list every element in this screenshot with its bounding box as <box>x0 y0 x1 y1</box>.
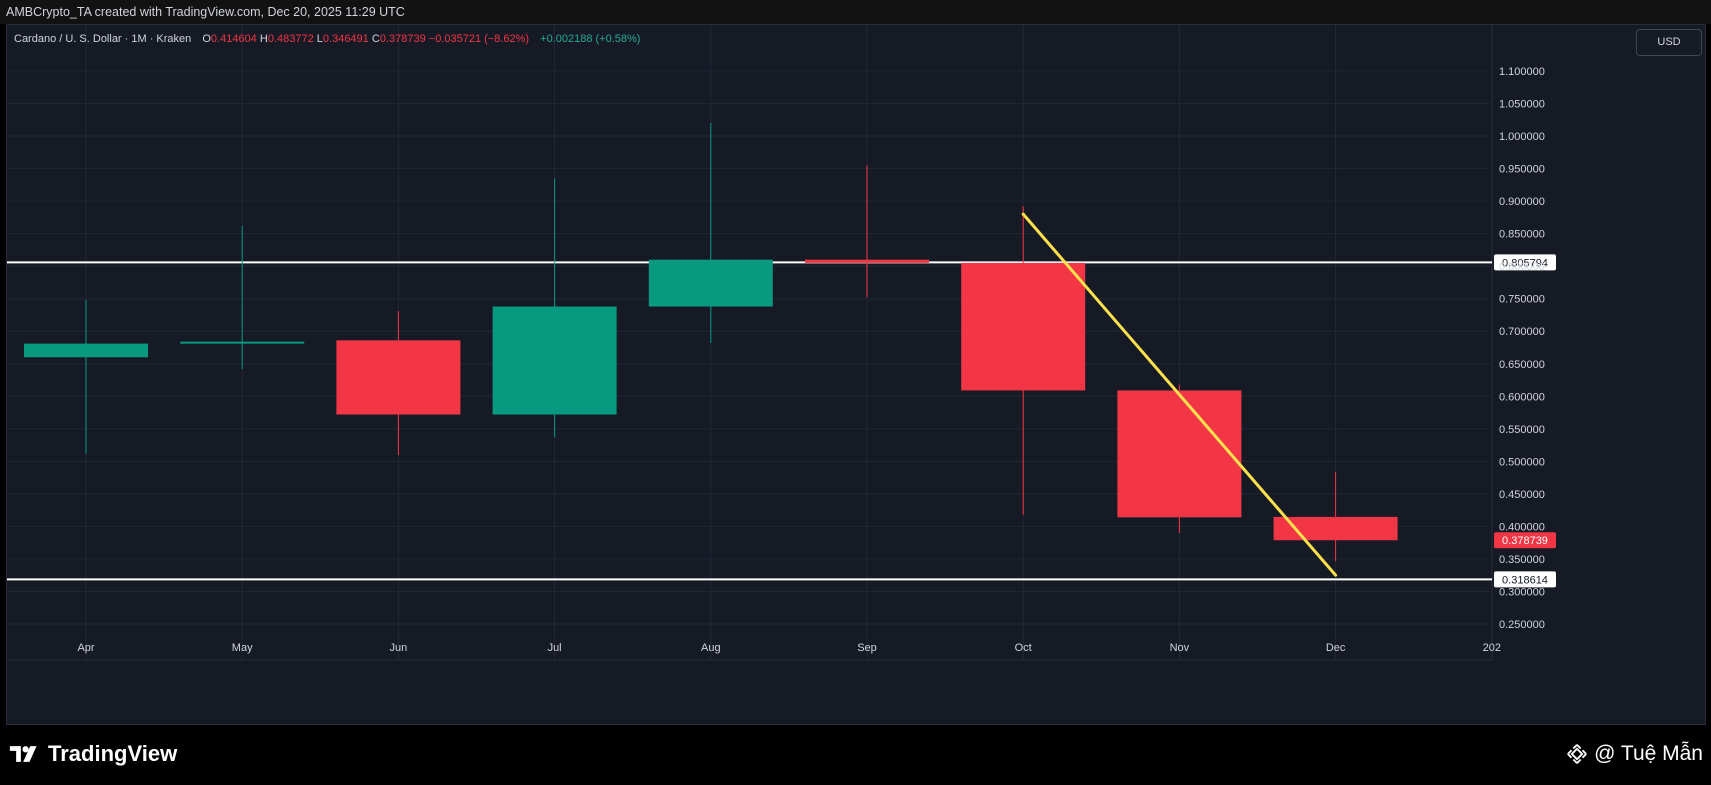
x-tick-label: May <box>232 642 253 654</box>
y-tick-label: 1.100000 <box>1499 66 1545 78</box>
high-value: 0.483772 <box>267 33 314 45</box>
y-tick-label: 0.350000 <box>1499 554 1545 566</box>
candle-body <box>961 262 1086 391</box>
candle-body <box>180 341 305 344</box>
trendline-layer <box>1021 212 1338 577</box>
y-tick-label: 0.400000 <box>1499 521 1545 533</box>
footer-bar <box>0 725 1711 785</box>
y-tick-label: 0.850000 <box>1499 229 1545 241</box>
candle-body <box>336 340 461 415</box>
tradingview-logo-icon <box>9 746 37 762</box>
x-tick-label: Nov <box>1170 642 1190 654</box>
trendline <box>1021 212 1338 577</box>
y-tick-label: 0.800000 <box>1499 261 1545 273</box>
level-price-tag <box>1494 254 1556 271</box>
y-tick-label: 0.500000 <box>1499 456 1545 468</box>
last-price-tag <box>1494 532 1556 549</box>
y-tick-label: 0.250000 <box>1499 619 1545 631</box>
y-tick-label: 1.000000 <box>1499 131 1545 143</box>
candle-body <box>805 259 929 263</box>
x-tick-label: Dec <box>1326 642 1346 654</box>
chart-panel[interactable] <box>6 24 1706 725</box>
level-price-label: 0.318614 <box>1502 574 1548 586</box>
y-tick-label: 0.950000 <box>1499 164 1545 176</box>
binance-icon <box>1567 744 1587 764</box>
candle-body <box>648 259 773 307</box>
open-label: O <box>202 33 211 45</box>
y-tick-label: 0.650000 <box>1499 359 1545 371</box>
close-value: 0.378739 <box>379 33 426 45</box>
brand-name: TradingView <box>48 741 178 766</box>
author-name: @ Tuệ Mẫn <box>1594 742 1703 765</box>
close-label: C <box>371 33 380 45</box>
low-value: 0.346491 <box>322 33 369 45</box>
y-tick-label: 1.050000 <box>1499 99 1545 111</box>
currency-button[interactable]: USD <box>1636 29 1702 56</box>
candle-body <box>1117 390 1242 518</box>
price-axis: 0.250000 0.300000 0.350000 0.400000 0.450000… <box>1494 66 1556 631</box>
candle-body <box>492 306 617 415</box>
chart-credit: AMBCrypto_TA created with TradingView.co… <box>0 0 1711 24</box>
author-credit: @ Tuệ Mẫn <box>1566 740 1703 768</box>
y-tick-label: 0.550000 <box>1499 424 1545 436</box>
y-tick-label: 0.750000 <box>1499 294 1545 306</box>
open-value: 0.414604 <box>210 33 257 45</box>
y-tick-label: 0.300000 <box>1499 586 1545 598</box>
x-tick-label: Jun <box>390 642 408 654</box>
x-tick-label: Oct <box>1015 642 1032 654</box>
high-label: H <box>259 33 268 45</box>
tradingview-brand[interactable]: TradingView <box>8 740 177 768</box>
grid-lines <box>7 25 1493 661</box>
candlestick-chart[interactable]: 0.805794 0.318614 0.250000 0.300000 0.35000… <box>0 0 1711 725</box>
candles <box>24 123 1398 562</box>
x-tick-label: 202 <box>1483 642 1501 654</box>
y-tick-label: 0.900000 <box>1499 196 1545 208</box>
symbol-legend: Cardano / U. S. Dollar · 1M · Kraken O0.… <box>14 33 640 45</box>
level-price-tag <box>1494 571 1556 588</box>
x-tick-label: Aug <box>701 642 721 654</box>
x-tick-label: Jul <box>548 642 562 654</box>
candle-body <box>1273 516 1398 541</box>
symbol-name: Cardano / U. S. Dollar · 1M · Kraken <box>14 33 192 45</box>
y-tick-label: 0.600000 <box>1499 391 1545 403</box>
extra-value: +0.002188 (+0.58%) <box>540 33 641 45</box>
time-axis: Apr May Jun Jul Aug Sep Oct Nov Dec 202 <box>77 642 1501 654</box>
y-tick-label: 0.700000 <box>1499 326 1545 338</box>
x-tick-label: Apr <box>77 642 94 654</box>
low-label: L <box>316 33 323 45</box>
candle-body <box>24 343 148 358</box>
x-tick-label: Sep <box>857 642 877 654</box>
change-value: −0.035721 (−8.62%) <box>428 33 530 45</box>
level-price-label: 0.805794 <box>1502 257 1548 269</box>
last-price-label: 0.378739 <box>1502 535 1548 547</box>
y-tick-label: 0.450000 <box>1499 489 1545 501</box>
